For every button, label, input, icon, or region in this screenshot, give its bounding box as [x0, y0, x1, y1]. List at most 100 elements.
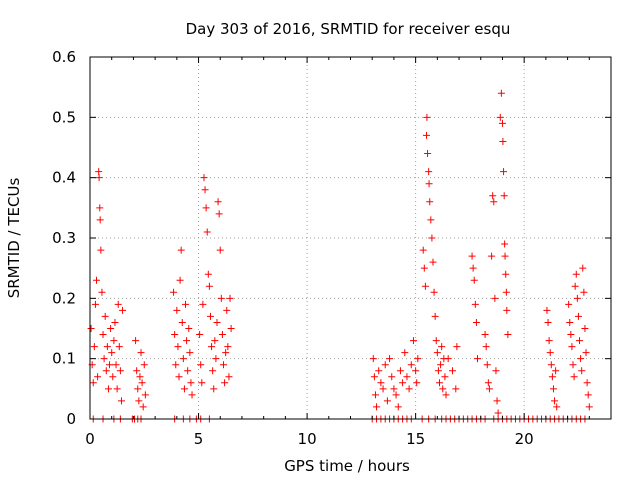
data-point [89, 379, 97, 387]
data-point [223, 306, 231, 314]
data-point [102, 367, 110, 375]
chart-title: Day 303 of 2016, SRMTID for receiver esq… [186, 20, 511, 38]
data-point [500, 168, 508, 176]
data-point [571, 282, 579, 290]
data-point [403, 373, 411, 381]
x-tick-label: 0 [85, 430, 95, 448]
data-point [485, 385, 493, 393]
data-point [584, 391, 592, 399]
data-point [422, 131, 430, 139]
data-point [95, 168, 103, 176]
data-point [371, 391, 379, 399]
data-point [499, 137, 507, 145]
data-point [110, 337, 118, 345]
data-point [134, 385, 142, 393]
y-tick-label: 0.6 [52, 48, 76, 66]
data-point [481, 331, 489, 339]
data-point [111, 318, 119, 326]
data-point [425, 168, 433, 176]
y-tick-label: 0.3 [52, 229, 76, 247]
data-point [566, 318, 574, 326]
data-point [204, 270, 212, 278]
data-point [574, 312, 582, 320]
data-point [179, 355, 187, 363]
data-point [100, 355, 108, 363]
data-point [200, 174, 208, 182]
y-tick-label: 0.1 [52, 350, 76, 368]
data-point [220, 361, 228, 369]
data-point [577, 355, 585, 363]
data-point [503, 306, 511, 314]
data-point [438, 343, 446, 351]
data-point [175, 373, 183, 381]
data-point [170, 288, 178, 296]
data-point [431, 312, 439, 320]
data-point [381, 361, 389, 369]
data-point [119, 306, 127, 314]
data-point [132, 337, 140, 345]
data-point [140, 361, 148, 369]
data-point [424, 150, 432, 158]
data-point [205, 282, 213, 290]
data-point [425, 180, 433, 188]
tick-labels: 0 5 10 15 20 0 0.1 0.2 0.3 0.4 0.5 0.6 [52, 48, 534, 448]
data-point [141, 391, 149, 399]
data-point [211, 337, 219, 345]
data-point [428, 234, 436, 242]
data-point [547, 361, 555, 369]
y-tick-label: 0.5 [52, 108, 76, 126]
data-point [392, 391, 400, 399]
data-point [420, 264, 428, 272]
data-point [579, 264, 587, 272]
data-point [184, 367, 192, 375]
data-point [103, 343, 111, 351]
data-point [468, 252, 476, 260]
data-point [500, 192, 508, 200]
data-point [377, 379, 385, 387]
data-point [386, 355, 394, 363]
data-point [546, 349, 554, 357]
data-point [490, 198, 498, 206]
data-point [497, 89, 505, 97]
data-point [429, 258, 437, 266]
data-point [136, 373, 144, 381]
data-point [203, 228, 211, 236]
data-point [570, 373, 578, 381]
data-point [226, 294, 234, 302]
data-point [401, 349, 409, 357]
data-point [449, 367, 457, 375]
data-point [216, 246, 224, 254]
data-point [421, 282, 429, 290]
data-point [87, 325, 95, 332]
data-point [218, 331, 226, 339]
data-point [227, 325, 235, 332]
data-point [180, 385, 188, 393]
data-point [482, 343, 490, 351]
data-point [383, 397, 391, 405]
data-point [101, 312, 109, 320]
data-point [222, 349, 230, 357]
data-point [96, 216, 104, 224]
data-point [215, 210, 223, 218]
data-point [434, 367, 442, 375]
data-point [553, 403, 561, 411]
data-point [202, 204, 210, 212]
data-point [453, 343, 461, 351]
data-point [452, 385, 460, 393]
data-point [95, 174, 103, 182]
data-point [390, 385, 398, 393]
data-point [379, 385, 387, 393]
data-point [133, 367, 141, 375]
data-point [201, 186, 209, 194]
x-tick-label: 5 [194, 430, 204, 448]
data-point [409, 337, 417, 345]
data-point [91, 300, 99, 308]
data-point [199, 300, 207, 308]
data-point [196, 331, 204, 339]
y-tick-label: 0 [66, 410, 76, 428]
data-point [210, 385, 218, 393]
y-tick-label: 0.2 [52, 289, 76, 307]
data-point [109, 373, 117, 381]
data-point [399, 379, 407, 387]
